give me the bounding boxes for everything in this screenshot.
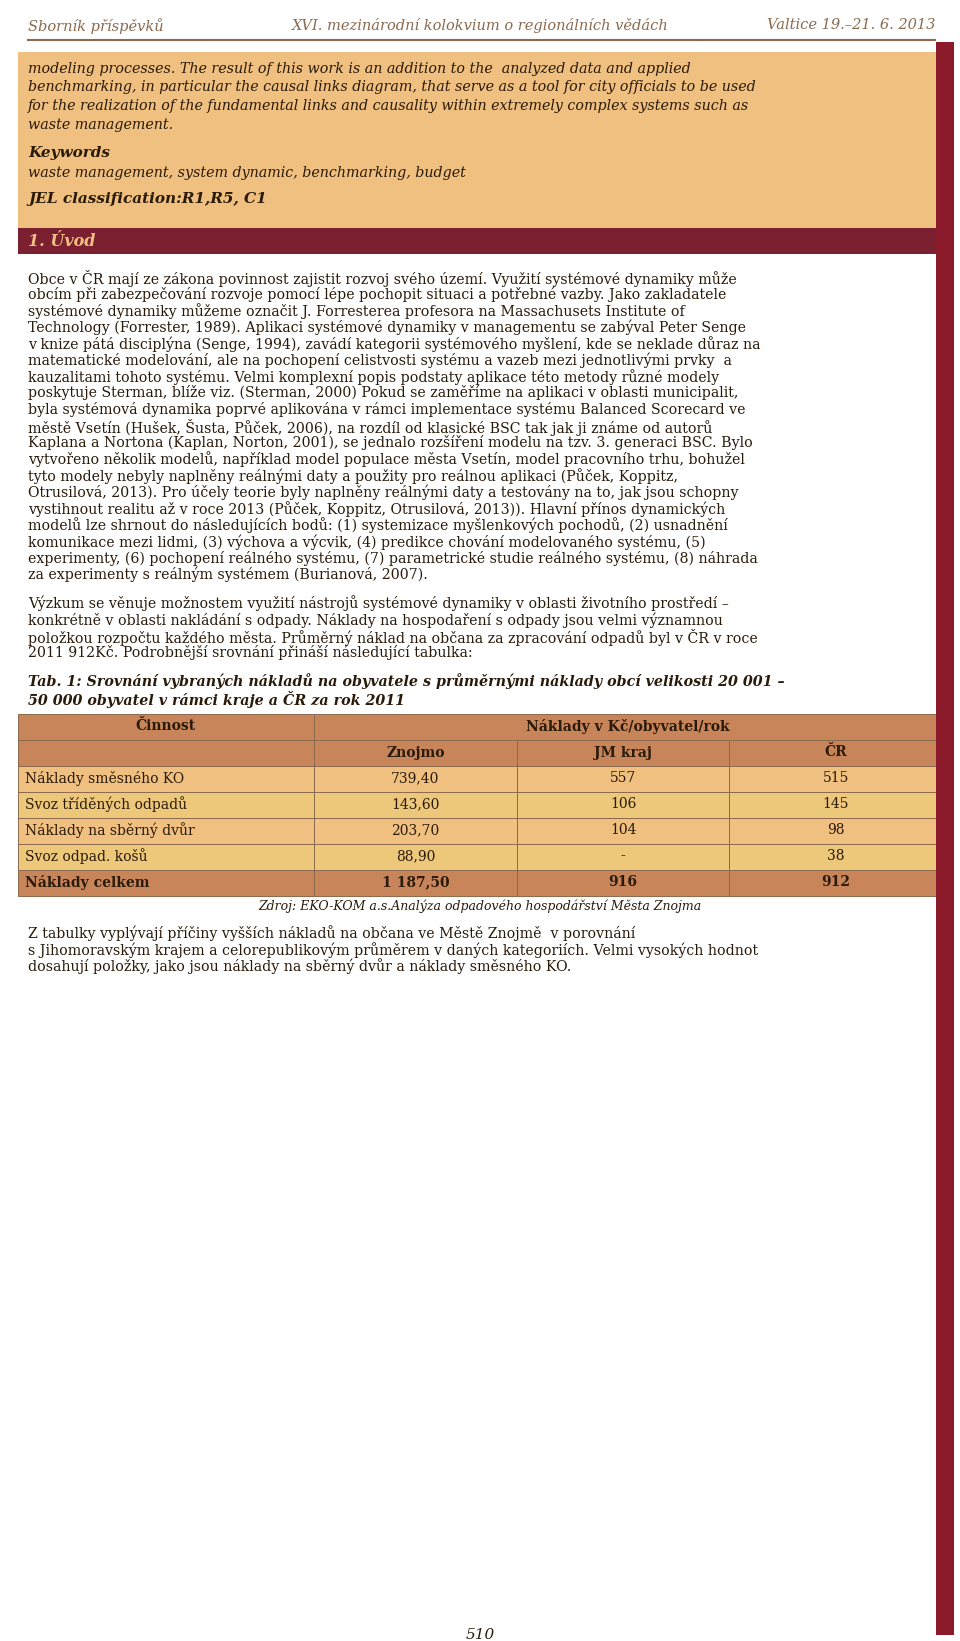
FancyBboxPatch shape <box>18 714 314 740</box>
Text: 515: 515 <box>823 771 849 786</box>
Text: 739,40: 739,40 <box>391 771 440 786</box>
Text: Valtice 19.–21. 6. 2013: Valtice 19.–21. 6. 2013 <box>767 18 935 33</box>
FancyBboxPatch shape <box>516 765 730 791</box>
Text: byla systémová dynamika poprvé aplikována v rámci implementace systému Balanced : byla systémová dynamika poprvé aplikován… <box>28 402 746 417</box>
Text: ČR: ČR <box>825 745 847 760</box>
Text: Náklady na sběrný dvůr: Náklady na sběrný dvůr <box>25 822 195 839</box>
Text: 106: 106 <box>610 798 636 812</box>
FancyBboxPatch shape <box>18 740 314 765</box>
Text: 916: 916 <box>609 876 637 889</box>
Text: 143,60: 143,60 <box>391 798 440 812</box>
Text: tyto modely nebyly naplněny reálnými daty a použity pro reálnou aplikaci (Půček,: tyto modely nebyly naplněny reálnými dat… <box>28 468 678 484</box>
Text: poskytuje Sterman, blíže viz. (Sterman, 2000) Pokud se zaměříme na aplikaci v ob: poskytuje Sterman, blíže viz. (Sterman, … <box>28 386 738 400</box>
Text: systémové dynamiky můžeme označit J. Forresterea profesora na Massachusets Insti: systémové dynamiky můžeme označit J. For… <box>28 304 684 318</box>
Text: Sborník příspěvků: Sborník příspěvků <box>28 18 163 34</box>
FancyBboxPatch shape <box>18 817 314 843</box>
Text: Keywords: Keywords <box>28 146 110 161</box>
Text: benchmarking, in particular the causal links diagram, that serve as a tool for c: benchmarking, in particular the causal l… <box>28 80 756 95</box>
Text: komunikace mezi lidmi, (3) výchova a výcvik, (4) predikce chování modelovaného s: komunikace mezi lidmi, (3) výchova a výc… <box>28 533 706 550</box>
FancyBboxPatch shape <box>516 791 730 817</box>
Text: Zdroj: EKO-KOM a.s.Analýza odpadového hospodářství Města Znojma: Zdroj: EKO-KOM a.s.Analýza odpadového ho… <box>258 899 702 912</box>
FancyBboxPatch shape <box>18 870 314 896</box>
Text: for the realization of the fundamental links and causality within extremely comp: for the realization of the fundamental l… <box>28 98 749 113</box>
FancyBboxPatch shape <box>516 817 730 843</box>
Text: 510: 510 <box>466 1628 494 1641</box>
FancyBboxPatch shape <box>18 228 942 254</box>
Text: 38: 38 <box>827 850 845 863</box>
FancyBboxPatch shape <box>314 740 516 765</box>
Text: za experimenty s reálným systémem (Burianová, 2007).: za experimenty s reálným systémem (Buria… <box>28 568 428 583</box>
FancyBboxPatch shape <box>516 740 730 765</box>
Text: XVI. mezinárodní kolokvium o regionálních vědách: XVI. mezinárodní kolokvium o regionálníc… <box>292 18 668 33</box>
Text: waste management, system dynamic, benchmarking, budget: waste management, system dynamic, benchm… <box>28 166 466 181</box>
Text: 1. Úvod: 1. Úvod <box>28 233 95 251</box>
Text: Náklady v Kč/obyvatel/rok: Náklady v Kč/obyvatel/rok <box>526 719 730 734</box>
Text: Obce v ČR mají ze zákona povinnost zajistit rozvoj svého území. Využití systémov: Obce v ČR mají ze zákona povinnost zajis… <box>28 271 736 287</box>
FancyBboxPatch shape <box>730 870 942 896</box>
Text: JEL classification:R1,R5, C1: JEL classification:R1,R5, C1 <box>28 192 267 207</box>
Text: Z tabulky vyplývají příčiny vyšších nákladů na občana ve Městě Znojmě  v porovná: Z tabulky vyplývají příčiny vyšších nákl… <box>28 926 636 942</box>
Text: v knize pátá disciplýna (Senge, 1994), zavádí kategorii systémového myšlení, kde: v knize pátá disciplýna (Senge, 1994), z… <box>28 336 760 351</box>
FancyBboxPatch shape <box>314 765 516 791</box>
Text: 88,90: 88,90 <box>396 850 435 863</box>
Text: vystihnout realitu až v roce 2013 (Půček, Koppitz, Otrusilová, 2013)). Hlavní př: vystihnout realitu až v roce 2013 (Půček… <box>28 501 725 517</box>
FancyBboxPatch shape <box>314 870 516 896</box>
FancyBboxPatch shape <box>18 791 314 817</box>
FancyBboxPatch shape <box>730 843 942 870</box>
Text: waste management.: waste management. <box>28 118 173 131</box>
Text: 50 000 obyvatel v rámci kraje a ČR za rok 2011: 50 000 obyvatel v rámci kraje a ČR za ro… <box>28 691 405 709</box>
Text: experimenty, (6) pochopení reálného systému, (7) parametrické studie reálného sy: experimenty, (6) pochopení reálného syst… <box>28 550 757 566</box>
FancyBboxPatch shape <box>730 817 942 843</box>
FancyBboxPatch shape <box>730 791 942 817</box>
Text: 98: 98 <box>827 824 845 837</box>
FancyBboxPatch shape <box>18 765 314 791</box>
Text: 2011 912Kč. Podrobnější srovnání přináší následující tabulka:: 2011 912Kč. Podrobnější srovnání přináší… <box>28 645 472 660</box>
Text: konkrétně v oblasti nakládání s odpady. Náklady na hospodaření s odpady jsou vel: konkrétně v oblasti nakládání s odpady. … <box>28 612 723 627</box>
Text: 145: 145 <box>823 798 849 812</box>
Text: s Jihomoravským krajem a celorepublikovým průměrem v daných kategoriích. Velmi v: s Jihomoravským krajem a celorepublikový… <box>28 942 758 958</box>
FancyBboxPatch shape <box>18 53 942 228</box>
Text: Výzkum se věnuje možnostem využití nástrojů systémové dynamiky v oblasti životní: Výzkum se věnuje možnostem využití nástr… <box>28 596 729 612</box>
FancyBboxPatch shape <box>314 817 516 843</box>
Text: Tab. 1: Srovnání vybraných nákladů na obyvatele s průměrnými náklady obcí veliko: Tab. 1: Srovnání vybraných nákladů na ob… <box>28 673 784 689</box>
Text: 104: 104 <box>610 824 636 837</box>
Text: Otrusilová, 2013). Pro účely teorie byly naplněny reálnými daty a testovány na t: Otrusilová, 2013). Pro účely teorie byly… <box>28 484 738 501</box>
Text: položkou rozpočtu každého města. Průměrný náklad na občana za zpracování odpadů : položkou rozpočtu každého města. Průměrn… <box>28 629 757 645</box>
FancyBboxPatch shape <box>730 765 942 791</box>
Text: městě Vsetín (Hušek, Šusta, Půček, 2006), na rozdíl od klasické BSC tak jak ji z: městě Vsetín (Hušek, Šusta, Půček, 2006)… <box>28 418 712 435</box>
Text: 203,70: 203,70 <box>391 824 440 837</box>
FancyBboxPatch shape <box>314 714 942 740</box>
Text: matematické modelování, ale na pochopení celistvosti systému a vazeb mezi jednot: matematické modelování, ale na pochopení… <box>28 353 732 368</box>
Text: obcím při zabezpečování rozvoje pomocí lépe pochopit situaci a potřebné vazby. J: obcím při zabezpečování rozvoje pomocí l… <box>28 287 727 302</box>
Text: Svoz odpad. košů: Svoz odpad. košů <box>25 848 148 865</box>
FancyBboxPatch shape <box>516 843 730 870</box>
Text: Kaplana a Nortona (Kaplan, Norton, 2001), se jednalo rozšíření modelu na tzv. 3.: Kaplana a Nortona (Kaplan, Norton, 2001)… <box>28 435 753 450</box>
FancyBboxPatch shape <box>730 740 942 765</box>
Text: modelů lze shrnout do následujících bodů: (1) systemizace myšlenkových pochodů, : modelů lze shrnout do následujících bodů… <box>28 517 728 533</box>
Text: 1 187,50: 1 187,50 <box>381 876 449 889</box>
Text: Náklady celkem: Náklady celkem <box>25 875 150 889</box>
FancyBboxPatch shape <box>18 843 314 870</box>
FancyBboxPatch shape <box>314 791 516 817</box>
Text: kauzalitami tohoto systému. Velmi komplexní popis podstaty aplikace této metody : kauzalitami tohoto systému. Velmi komple… <box>28 369 719 386</box>
Text: -: - <box>621 850 626 863</box>
Text: Technology (Forrester, 1989). Aplikaci systémové dynamiky v managementu se zabýv: Technology (Forrester, 1989). Aplikaci s… <box>28 320 746 335</box>
FancyBboxPatch shape <box>314 843 516 870</box>
Text: 912: 912 <box>821 876 851 889</box>
Text: modeling processes. The result of this work is an addition to the  analyzed data: modeling processes. The result of this w… <box>28 62 691 75</box>
Text: Činnost: Činnost <box>135 719 196 734</box>
FancyBboxPatch shape <box>936 43 954 1634</box>
Text: JM kraj: JM kraj <box>594 745 652 760</box>
Text: Náklady směsného KO: Náklady směsného KO <box>25 771 184 786</box>
FancyBboxPatch shape <box>516 870 730 896</box>
Text: vytvořeno několik modelů, například model populace města Vsetín, model pracovníh: vytvořeno několik modelů, například mode… <box>28 451 745 468</box>
Text: dosahují položky, jako jsou náklady na sběrný dvůr a náklady směsného KO.: dosahují položky, jako jsou náklady na s… <box>28 958 571 975</box>
Text: 557: 557 <box>610 771 636 786</box>
Text: Znojmo: Znojmo <box>386 745 444 760</box>
Text: Svoz tříděných odpadů: Svoz tříděných odpadů <box>25 796 187 812</box>
